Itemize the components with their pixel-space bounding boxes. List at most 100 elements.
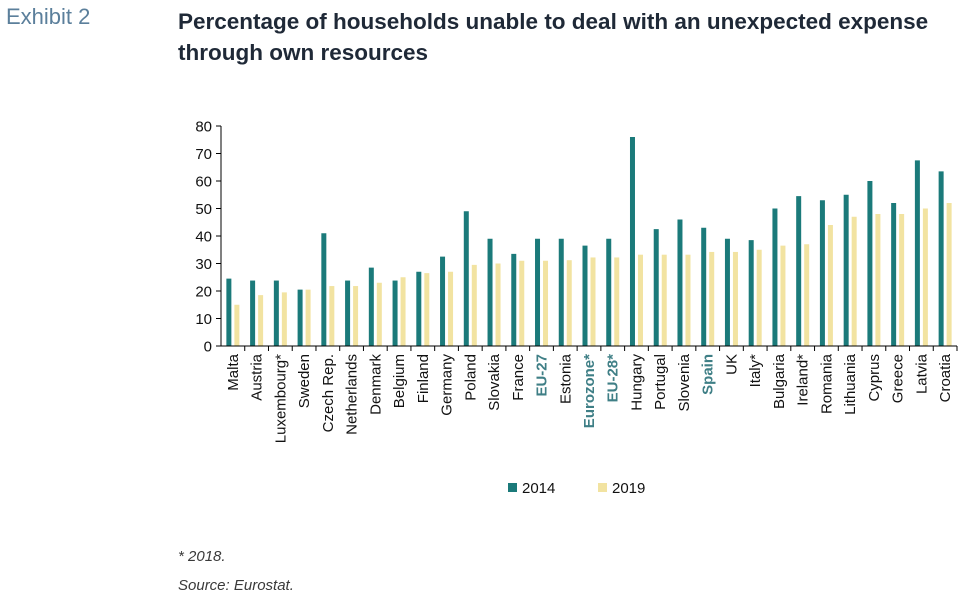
bar-2019-belgium — [400, 277, 406, 346]
y-tick-label: 50 — [195, 201, 212, 218]
legend-swatch-2019 — [598, 483, 607, 492]
x-tick-label: Romania — [818, 353, 835, 414]
x-tick-label: Austria — [249, 353, 266, 400]
bar-2014-belgium — [392, 280, 398, 346]
x-tick-label: Denmark — [367, 354, 384, 415]
footnote: * 2018. — [178, 548, 226, 565]
x-tick-label: Slovenia — [676, 353, 693, 411]
x-tick-label: EU-28* — [605, 354, 622, 403]
y-tick-label: 0 — [204, 339, 212, 356]
bar-2019-greece — [899, 214, 905, 346]
bar-2014-croatia — [938, 171, 944, 346]
x-tick-label: Malta — [225, 353, 242, 390]
x-tick-label: Latvia — [913, 353, 930, 394]
bar-2019-portugal — [661, 254, 667, 346]
bar-2014-denmark — [368, 267, 374, 346]
bar-2014-sweden — [297, 289, 303, 346]
x-tick-label: Slovakia — [486, 353, 503, 410]
x-tick-label: Germany — [439, 354, 456, 416]
x-tick-label: Eurozone* — [581, 354, 598, 428]
bar-2014-bulgaria — [772, 208, 778, 346]
legend-swatch-2014 — [508, 483, 517, 492]
x-tick-label: Ireland* — [795, 354, 812, 406]
x-tick-label: Estonia — [557, 353, 574, 404]
bar-2019-eu-27 — [543, 260, 549, 346]
bar-2019-denmark — [376, 282, 382, 346]
bar-2019-netherlands — [353, 286, 359, 346]
x-tick-label: Spain — [700, 354, 717, 395]
bar-2019-romania — [827, 225, 833, 346]
bar-2014-france — [511, 253, 517, 346]
bar-2014-greece — [891, 203, 897, 346]
bar-2019-ireland — [804, 244, 810, 346]
bar-2019-slovakia — [495, 263, 501, 346]
x-tick-label: Hungary — [628, 354, 645, 411]
bar-2019-uk — [732, 251, 738, 346]
x-tick-label: Greece — [890, 354, 907, 403]
bar-2019-malta — [234, 304, 240, 346]
x-tick-label: Italy* — [747, 354, 764, 388]
bar-2019-sweden — [305, 289, 311, 346]
bar-2014-slovenia — [677, 219, 683, 346]
x-tick-label: Sweden — [296, 354, 313, 408]
x-tick-label: Cyprus — [866, 354, 883, 402]
x-tick-label: Czech Rep. — [320, 354, 337, 432]
x-tick-label: Portugal — [652, 354, 669, 410]
chart-title: Percentage of households unable to deal … — [178, 9, 929, 65]
bar-2019-france — [519, 260, 525, 346]
x-tick-label: Finland — [415, 354, 432, 403]
bar-2019-slovenia — [685, 254, 691, 346]
x-tick-label: Luxembourg* — [272, 354, 289, 443]
x-axis: Malta Austria Luxembourg* Sweden Czech Rep. N… — [221, 345, 958, 443]
x-tick-label: EU-27 — [534, 354, 551, 397]
bar-2019-lithuania — [851, 216, 857, 346]
bars-group — [226, 137, 952, 346]
bar-2014-portugal — [653, 229, 659, 346]
bar-2019-croatia — [946, 203, 952, 346]
bar-2014-spain — [701, 227, 707, 346]
bar-2019-czech-rep — [329, 286, 335, 346]
bar-2019-italy — [756, 249, 762, 346]
y-tick-label: 60 — [195, 174, 212, 191]
bar-2014-slovakia — [487, 238, 493, 346]
bar-2014-poland — [463, 211, 469, 346]
exhibit-label: Exhibit 2 — [6, 4, 91, 29]
bar-2014-eu-27 — [535, 238, 541, 346]
legend-label-2019: 2019 — [612, 480, 645, 497]
x-tick-label: Lithuania — [842, 353, 859, 415]
bar-2014-luxembourg — [273, 280, 279, 346]
bar-2014-malta — [226, 278, 232, 346]
bar-2014-estonia — [558, 238, 564, 346]
bar-2019-estonia — [566, 260, 572, 346]
y-tick-label: 20 — [195, 284, 212, 301]
bar-2019-finland — [424, 273, 430, 346]
legend: 2014 2019 — [508, 480, 645, 497]
x-tick-label: Belgium — [391, 354, 408, 408]
x-tick-label: UK — [723, 354, 740, 375]
x-tick-label: Bulgaria — [771, 353, 788, 409]
bar-2014-finland — [416, 271, 422, 346]
x-tick-label: Croatia — [937, 353, 954, 402]
bar-2019-bulgaria — [780, 245, 786, 346]
bar-2014-uk — [724, 238, 730, 346]
bar-2014-romania — [819, 200, 825, 346]
bar-2019-poland — [471, 264, 477, 346]
bar-2014-netherlands — [345, 280, 351, 346]
x-tick-label: France — [510, 354, 527, 401]
y-tick-label: 30 — [195, 256, 212, 273]
bar-2014-ireland — [796, 196, 802, 346]
bar-2019-eu-28 — [614, 257, 620, 346]
bar-2014-hungary — [629, 137, 635, 346]
source-note: Source: Eurostat. — [178, 577, 294, 594]
bar-2019-germany — [448, 271, 454, 346]
x-tick-label: Netherlands — [344, 354, 361, 435]
bar-2014-cyprus — [867, 181, 873, 346]
bar-2019-austria — [258, 295, 264, 346]
bar-2014-lithuania — [843, 194, 849, 346]
legend-label-2014: 2014 — [522, 480, 555, 497]
bar-2019-luxembourg — [281, 292, 287, 346]
bar-2019-eurozone — [590, 257, 596, 346]
bar-2014-germany — [440, 256, 446, 346]
y-tick-label: 40 — [195, 229, 212, 246]
